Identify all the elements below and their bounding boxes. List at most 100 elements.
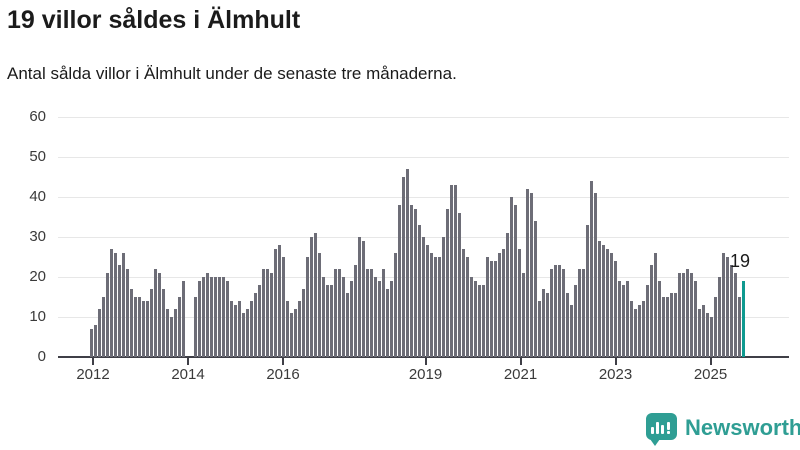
- bar: [194, 297, 197, 357]
- bar: [482, 285, 485, 357]
- bar: [662, 297, 665, 357]
- x-axis-tick: [282, 358, 284, 365]
- bar: [506, 233, 509, 357]
- bar: [486, 257, 489, 357]
- x-axis-label: 2023: [598, 366, 633, 383]
- bar: [318, 253, 321, 357]
- bar-chart-speech-bubble-icon: [646, 413, 677, 440]
- bar: [418, 225, 421, 357]
- bar: [114, 253, 117, 357]
- bar: [446, 209, 449, 357]
- bar: [338, 269, 341, 357]
- bar: [478, 285, 481, 357]
- page-title: 19 villor såldes i Älmhult: [7, 6, 301, 34]
- bar: [138, 297, 141, 357]
- bar: [514, 205, 517, 357]
- bar: [350, 281, 353, 357]
- bar: [294, 309, 297, 357]
- bar: [438, 257, 441, 357]
- bar: [286, 301, 289, 357]
- x-axis-label: 2016: [266, 366, 300, 383]
- logo-glyph-bar: [661, 425, 664, 434]
- bar: [458, 213, 461, 357]
- speech-bubble-tail: [650, 439, 660, 446]
- x-axis-tick: [187, 358, 189, 365]
- bar: [242, 313, 245, 357]
- bar: [550, 269, 553, 357]
- bar: [274, 249, 277, 357]
- bar: [678, 273, 681, 357]
- bar: [330, 285, 333, 357]
- bar: [390, 281, 393, 357]
- bar: [586, 225, 589, 357]
- bar: [366, 269, 369, 357]
- bar: [334, 269, 337, 357]
- bar: [146, 301, 149, 357]
- y-axis-label: 60: [29, 108, 46, 125]
- bar: [370, 269, 373, 357]
- bar: [238, 301, 241, 357]
- bar: [394, 253, 397, 357]
- bar: [258, 285, 261, 357]
- bar: [422, 237, 425, 357]
- bar: [714, 297, 717, 357]
- bar: [702, 305, 705, 357]
- bar: [250, 301, 253, 357]
- gridline: [58, 157, 789, 158]
- bar: [510, 197, 513, 357]
- bar: [214, 277, 217, 357]
- bar: [150, 289, 153, 357]
- bar: [734, 273, 737, 357]
- bar: [154, 269, 157, 357]
- bar: [450, 185, 453, 357]
- y-axis-label: 50: [29, 148, 46, 165]
- bar: [426, 245, 429, 357]
- bar: [374, 277, 377, 357]
- logo-glyph-bar: [651, 427, 654, 434]
- x-axis-tick: [519, 358, 522, 365]
- bar: [722, 253, 725, 357]
- bar: [718, 277, 721, 357]
- bar: [322, 277, 325, 357]
- bar: [666, 297, 669, 357]
- bar: [650, 265, 653, 357]
- bar: [562, 269, 565, 357]
- bar: [410, 205, 413, 357]
- bar: [494, 261, 497, 357]
- bar: [570, 305, 573, 357]
- bar: [198, 281, 201, 357]
- bar: [682, 273, 685, 357]
- bar: [262, 269, 265, 357]
- bar: [598, 241, 601, 357]
- bar: [622, 285, 625, 357]
- bar: [306, 257, 309, 357]
- logo-exclamation: [667, 422, 670, 430]
- bar: [530, 193, 533, 357]
- bar: [354, 265, 357, 357]
- bar: [414, 209, 417, 357]
- bar: [110, 249, 113, 357]
- bar: [102, 297, 105, 357]
- bar: [634, 309, 637, 357]
- bar: [226, 281, 229, 357]
- bar: [642, 301, 645, 357]
- gridline: [58, 197, 789, 198]
- bar: [526, 189, 529, 357]
- bar: [382, 269, 385, 357]
- logo-glyph-bar: [656, 422, 659, 434]
- bar: [174, 309, 177, 357]
- bar: [134, 297, 137, 357]
- x-axis-tick: [709, 358, 712, 365]
- bar: [434, 257, 437, 357]
- bar: [94, 325, 97, 357]
- bar: [554, 265, 557, 357]
- x-axis-label: 2012: [76, 366, 110, 383]
- bar: [602, 245, 605, 357]
- bar: [738, 297, 741, 357]
- x-axis-tick: [424, 358, 427, 365]
- bar: [122, 253, 125, 357]
- bar: [618, 281, 621, 357]
- bar: [694, 281, 697, 357]
- bar: [574, 285, 577, 357]
